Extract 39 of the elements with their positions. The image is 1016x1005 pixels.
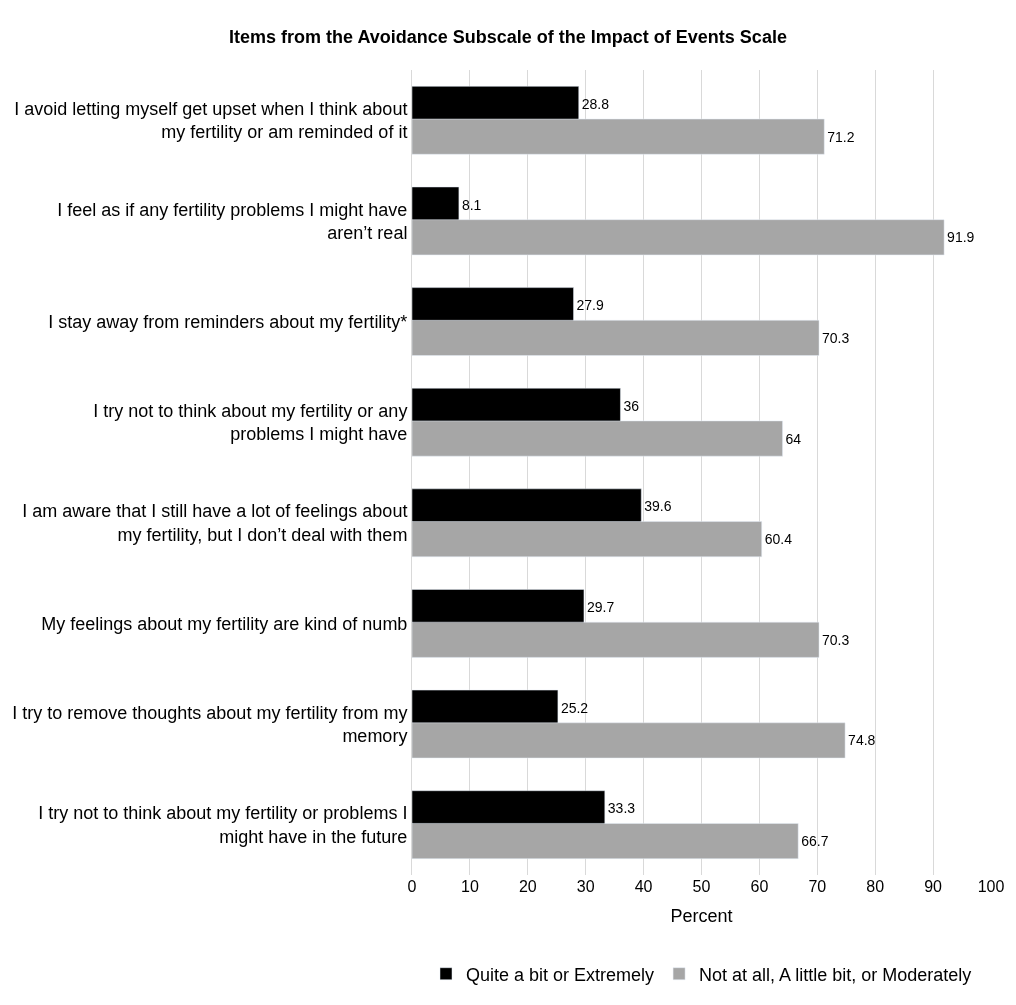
- data-label: 74.8: [848, 732, 876, 749]
- data-label: 8.1: [461, 196, 482, 213]
- data-label: 28.8: [581, 95, 610, 112]
- data-label: 64: [785, 430, 802, 447]
- y-tick-label: I try not to think about my fertility or problems I might have in the future: [38, 803, 408, 847]
- x-tick-label: 70: [808, 878, 827, 895]
- y-tick-label: I am aware that I still have a lot of feelings about my fertility, but I don’t deal with them: [22, 501, 408, 545]
- x-tick-label: 50: [692, 878, 711, 895]
- data-label: 70.3: [822, 631, 850, 648]
- x-tick-label: 90: [924, 878, 943, 895]
- data-label: 27.9: [576, 297, 604, 314]
- x-axis-title: Percent: [670, 906, 733, 927]
- x-tick-label: 20: [518, 878, 537, 895]
- legend-label: Not at all, A little bit, or Moderately: [699, 964, 972, 985]
- x-tick-label: 40: [634, 878, 653, 895]
- x-tick-label: 0: [407, 878, 417, 895]
- data-label: 60.4: [764, 531, 793, 548]
- data-label: 25.2: [560, 699, 589, 716]
- y-tick-label: I feel as if any fertility problems I might have aren’t real: [57, 199, 408, 243]
- x-tick-label: 10: [461, 878, 479, 895]
- data-label: 66.7: [801, 833, 829, 850]
- chart-title: Items from the Avoidance Subscale of the Impact of Events Scale: [229, 26, 787, 47]
- y-tick-label: I stay away from reminders about my fertility*: [48, 311, 408, 332]
- y-tick-label: I avoid letting myself get upset when I think about my fertility or am reminded of it: [14, 98, 408, 143]
- y-tick-label: My feelings about my fertility are kind of numb: [41, 613, 408, 634]
- x-tick-label: 100: [977, 878, 1005, 895]
- x-tick-label: 30: [576, 878, 595, 895]
- y-tick-label: I try to remove thoughts about my fertility from my memory: [12, 702, 408, 747]
- data-label: 33.3: [607, 800, 636, 817]
- data-label: 70.3: [822, 329, 850, 346]
- data-label: 39.6: [644, 498, 672, 515]
- data-label: 29.7: [586, 599, 615, 616]
- data-label: 91.9: [947, 229, 975, 246]
- y-tick-label: I try not to think about my fertility or any problems I might have: [93, 400, 408, 445]
- data-label: 36: [623, 397, 640, 414]
- legend-label: Quite a bit or Extremely: [466, 964, 655, 985]
- x-tick-label: 60: [750, 878, 769, 895]
- data-label: 71.2: [827, 128, 855, 145]
- x-tick-label: 80: [866, 878, 885, 895]
